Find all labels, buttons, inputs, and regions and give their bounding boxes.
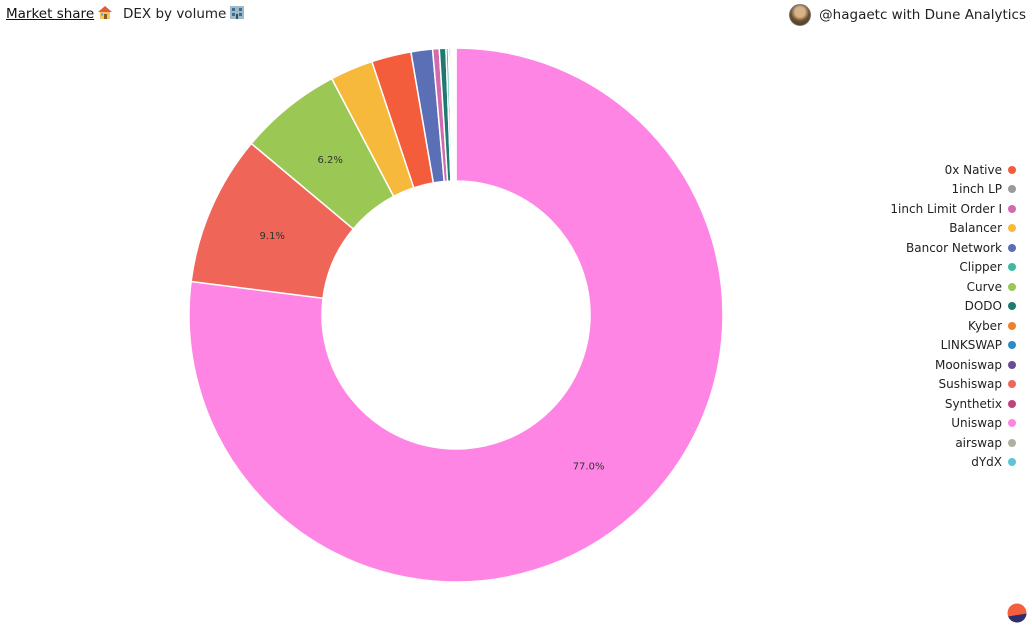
legend-item[interactable]: DODO (890, 297, 1016, 317)
legend-label: Curve (966, 279, 1002, 294)
slice-uniswap[interactable] (188, 47, 724, 583)
legend-swatch (1008, 224, 1016, 233)
legend-swatch (1008, 399, 1016, 408)
legend-swatch (1008, 165, 1016, 174)
legend-label: Bancor Network (906, 240, 1002, 255)
avatar[interactable] (789, 4, 812, 26)
legend-label: 1inch Limit Order I (890, 201, 1002, 216)
legend-swatch (1008, 360, 1016, 369)
tab-dex-by-volume-label: DEX by volume (123, 6, 227, 22)
legend-item[interactable]: Synthetix (890, 394, 1016, 414)
bank-icon (229, 5, 245, 24)
legend-item[interactable]: Bancor Network (890, 238, 1016, 258)
data-label-sushiswap: 9.1% (260, 231, 285, 242)
dune-logo-icon (1007, 603, 1027, 623)
legend-item[interactable]: Sushiswap (890, 375, 1016, 395)
legend-item[interactable]: 1inch Limit Order I (890, 199, 1016, 219)
legend-label: 0x Native (944, 162, 1002, 177)
legend-label: Kyber (967, 318, 1002, 333)
legend-item[interactable]: airswap (890, 433, 1016, 453)
legend-item[interactable]: Clipper (890, 258, 1016, 278)
legend-swatch (1008, 204, 1016, 213)
slice-airswap[interactable] (454, 47, 457, 182)
legend-swatch (1008, 263, 1016, 272)
tab-market-share[interactable]: Market share (6, 5, 113, 24)
legend-item[interactable]: 0x Native (890, 160, 1016, 180)
legend-label: DODO (964, 299, 1002, 314)
legend-swatch (1008, 458, 1016, 467)
legend-item[interactable]: Curve (890, 277, 1016, 297)
legend-swatch (1008, 185, 1016, 194)
data-label-uniswap: 77.0% (573, 461, 605, 472)
legend-swatch (1008, 321, 1016, 330)
legend-label: 1inch LP (951, 182, 1002, 197)
attribution-text: @hagaetc with Dune Analytics (819, 7, 1026, 23)
attribution[interactable]: @hagaetc with Dune Analytics (789, 4, 1026, 26)
legend-label: Clipper (959, 260, 1002, 275)
legend-label: Mooniswap (934, 357, 1002, 372)
header: Market share DEX by volume @hagaetc with… (0, 0, 1032, 30)
legend-label: LINKSWAP (940, 338, 1002, 353)
legend-label: Uniswap (951, 416, 1002, 431)
tab-dex-by-volume[interactable]: DEX by volume (123, 5, 245, 24)
legend-item[interactable]: Kyber (890, 316, 1016, 336)
tab-market-share-label: Market share (6, 6, 95, 22)
legend-item[interactable]: dYdX (890, 453, 1016, 473)
house-icon (97, 5, 113, 24)
legend-swatch (1008, 380, 1016, 389)
legend-swatch (1008, 302, 1016, 311)
legend-swatch (1008, 419, 1016, 428)
legend-label: Balancer (949, 221, 1002, 236)
legend-label: Synthetix (944, 396, 1002, 411)
legend-swatch (1008, 438, 1016, 447)
chart-legend: 0x Native 1inch LP 1inch Limit Order I Bala… (890, 160, 1016, 472)
legend-swatch (1008, 341, 1016, 350)
legend-item[interactable]: Uniswap (890, 414, 1016, 434)
legend-label: dYdX (971, 455, 1002, 470)
legend-swatch (1008, 282, 1016, 291)
data-label-curve: 6.2% (317, 155, 342, 166)
legend-item[interactable]: Balancer (890, 219, 1016, 239)
legend-label: airswap (955, 435, 1002, 450)
legend-item[interactable]: 1inch LP (890, 180, 1016, 200)
legend-label: Sushiswap (938, 377, 1002, 392)
legend-item[interactable]: LINKSWAP (890, 336, 1016, 356)
legend-swatch (1008, 243, 1016, 252)
legend-item[interactable]: Mooniswap (890, 355, 1016, 375)
